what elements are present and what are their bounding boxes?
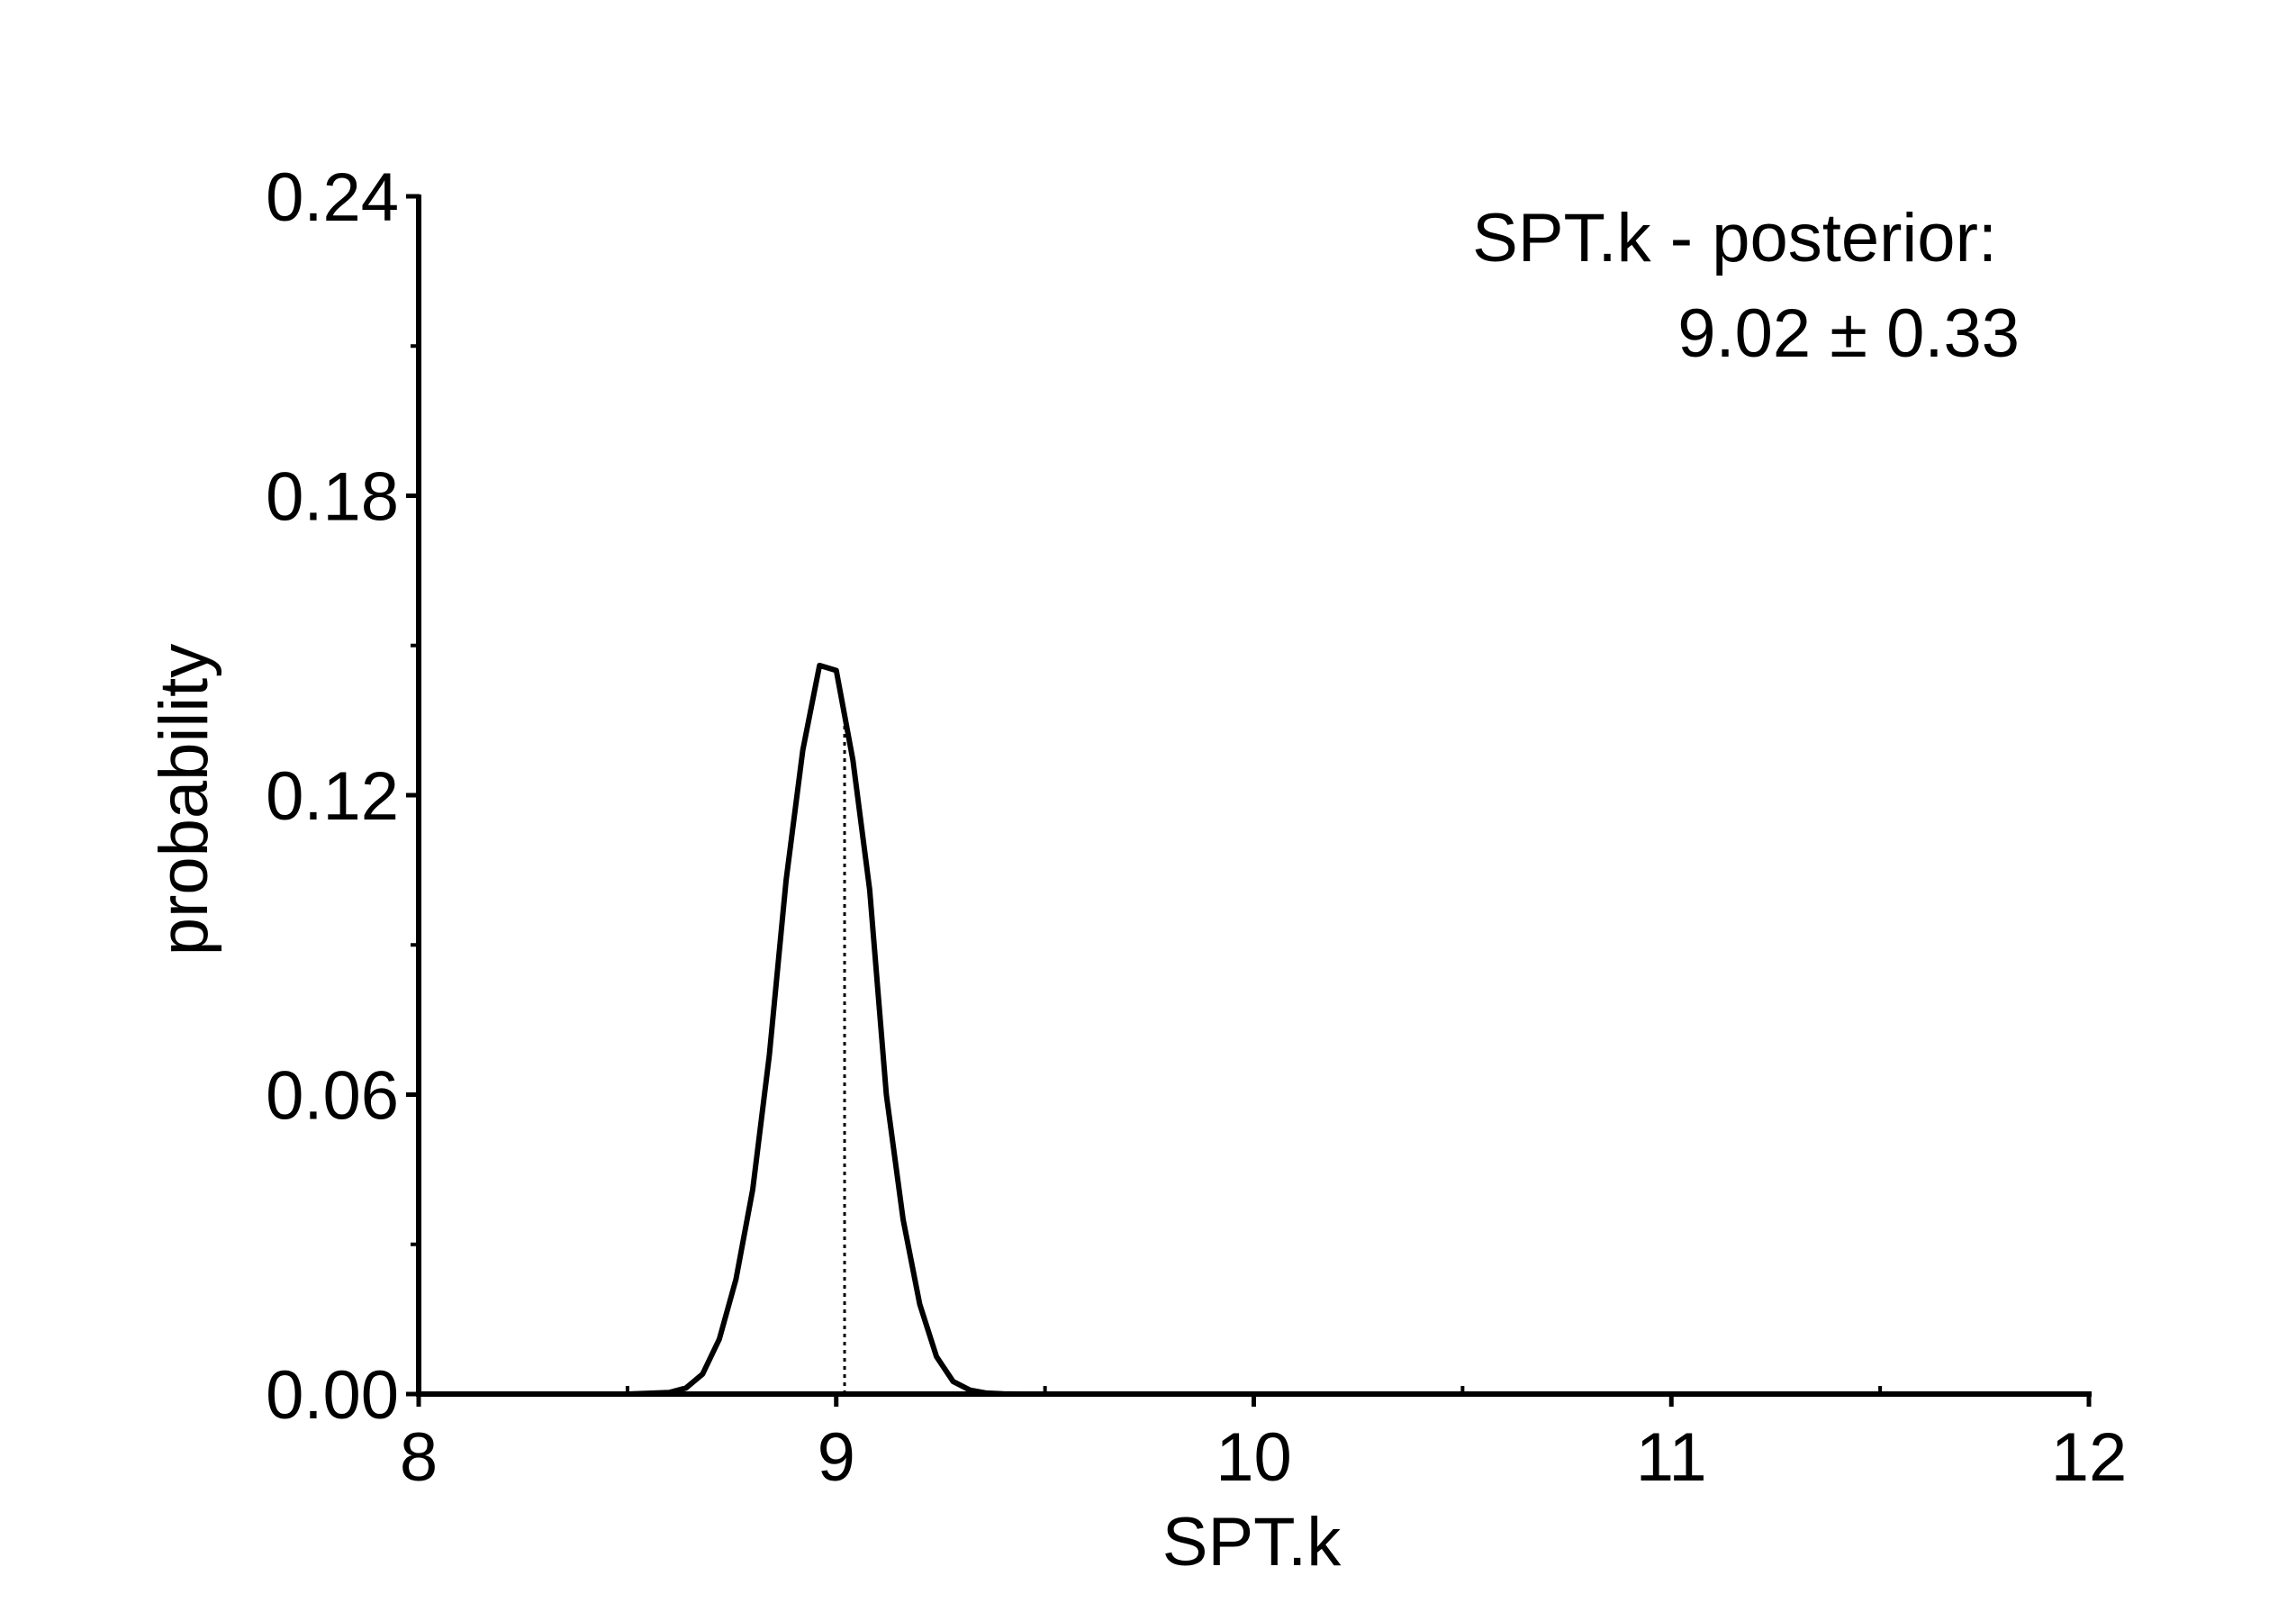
x-tick-label: 10 xyxy=(1216,1419,1292,1496)
annotation-title: SPT.k - posterior: xyxy=(1472,200,1997,276)
x-tick-label: 8 xyxy=(400,1419,438,1496)
y-tick-label: 0.06 xyxy=(266,1058,399,1135)
x-tick-label: 9 xyxy=(818,1419,855,1496)
y-tick-label: 0.24 xyxy=(266,159,399,236)
tick-labels: 8 9 10 11 12 0.00 0.06 0.12 0.18 0.24 xyxy=(266,159,2127,1496)
annotation-value: 9.02 ± 0.33 xyxy=(1677,295,2020,372)
tick-marks xyxy=(406,194,2092,1407)
axes xyxy=(416,195,2092,1397)
x-axis-label: SPT.k xyxy=(1162,1504,1342,1580)
posterior-curve xyxy=(419,662,2089,1397)
x-tick-label: 11 xyxy=(1636,1419,1707,1496)
x-tick-label: 12 xyxy=(2051,1419,2128,1496)
y-tick-label: 0.12 xyxy=(266,758,399,835)
y-tick-label: 0.00 xyxy=(266,1357,399,1434)
y-tick-label: 0.18 xyxy=(266,459,399,536)
y-axis-label: probability xyxy=(146,644,222,955)
